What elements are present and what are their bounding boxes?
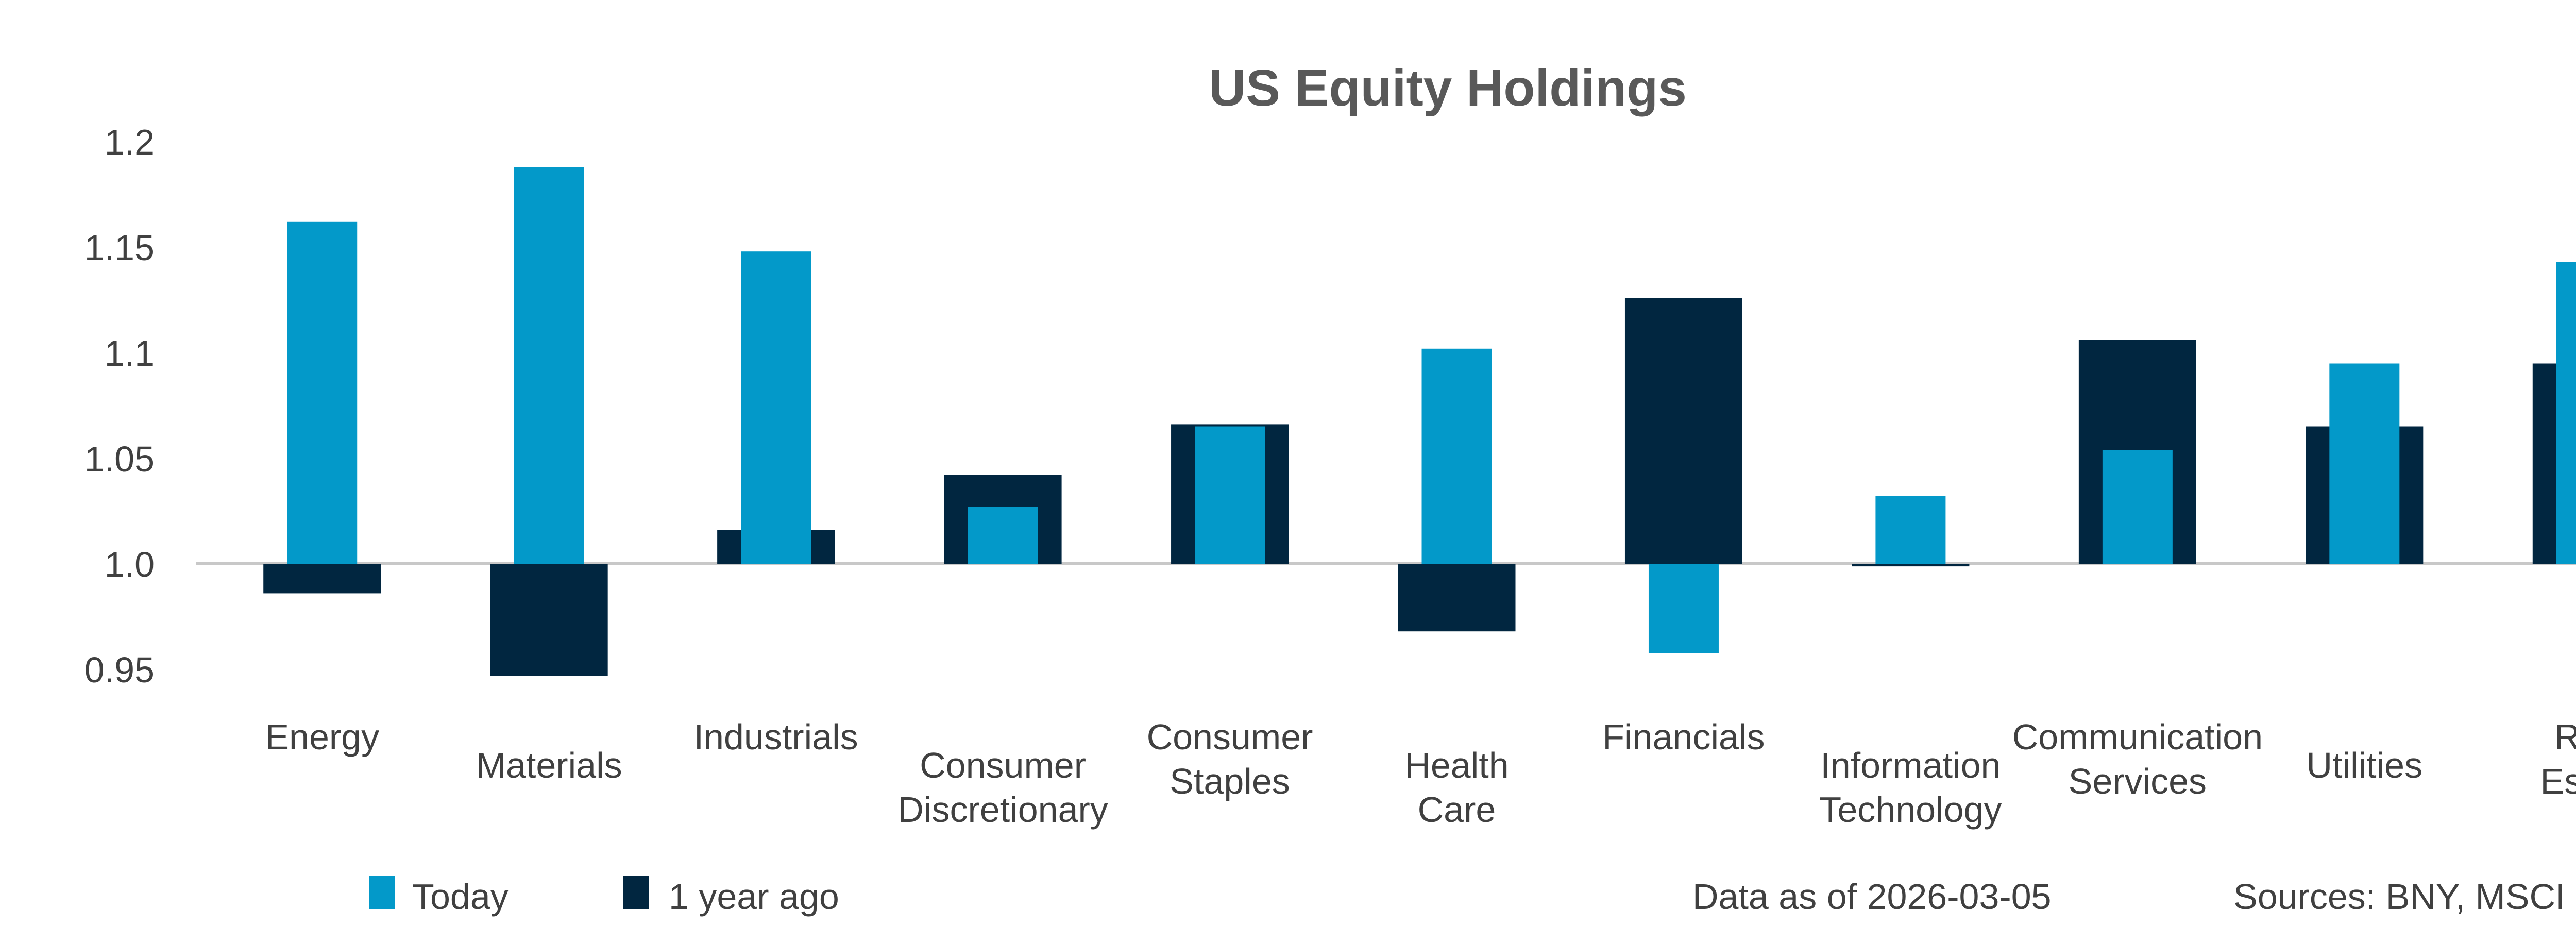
y-tick-label: 1.0 — [105, 544, 155, 585]
y-axis: 1.2 1.15 1.1 1.05 1.0 0.95 — [84, 122, 155, 690]
bar-today-information-technology — [1875, 496, 1946, 564]
category-label: Staples — [1170, 761, 1290, 801]
bar-today-health-care — [1421, 348, 1492, 564]
category-label: Utilities — [2307, 745, 2423, 785]
y-tick-label: 0.95 — [84, 650, 155, 690]
category-label: Consumer — [920, 745, 1086, 785]
bar-today-communication-services — [2102, 450, 2173, 564]
bar-1-year-ago-energy — [263, 564, 381, 594]
category-label: Real — [2554, 717, 2576, 757]
bar-today-consumer-discretionary — [968, 507, 1038, 564]
legend-swatch-today — [369, 876, 395, 909]
bar-today-materials — [514, 167, 584, 564]
bar-today-energy — [287, 221, 358, 564]
bar-today-utilities — [2329, 363, 2400, 564]
category-label: Materials — [476, 745, 622, 785]
y-tick-label: 1.05 — [84, 439, 155, 479]
legend-label-today: Today — [412, 877, 509, 917]
x-axis-labels: EnergyMaterialsIndustrialsConsumerDiscre… — [265, 717, 2576, 830]
category-label: Estate — [2540, 761, 2576, 801]
category-label: Care — [1418, 789, 1496, 830]
bar-today-financials — [1648, 564, 1719, 653]
category-label: Communication — [2012, 717, 2263, 757]
bar-1-year-ago-materials — [490, 564, 608, 676]
y-tick-label: 1.2 — [105, 122, 155, 162]
legend-swatch-1-year-ago — [623, 876, 649, 909]
bars-1-year-ago — [263, 298, 2576, 676]
category-label: Technology — [1819, 789, 2002, 830]
data-date-note: Data as of 2026-03-05 — [1692, 877, 2052, 917]
category-label: Health — [1404, 745, 1509, 785]
bar-today-real-estate — [2556, 262, 2576, 564]
category-label: Discretionary — [897, 789, 1108, 830]
bars-today — [287, 167, 2576, 653]
y-tick-label: 1.1 — [105, 333, 155, 373]
bar-today-consumer-staples — [1195, 426, 1265, 564]
legend-label-1-year-ago: 1 year ago — [669, 877, 839, 917]
category-label: Energy — [265, 717, 379, 757]
category-label: Industrials — [694, 717, 858, 757]
category-label: Services — [2069, 761, 2207, 801]
category-label: Financials — [1602, 717, 1765, 757]
bar-today-industrials — [741, 251, 811, 564]
legend: Today 1 year ago — [369, 876, 839, 917]
y-tick-label: 1.15 — [84, 228, 155, 268]
category-label: Consumer — [1147, 717, 1313, 757]
bar-1-year-ago-health-care — [1398, 564, 1516, 632]
sources-note: Sources: BNY, MSCI — [2233, 877, 2566, 917]
chart-title: US Equity Holdings — [1209, 59, 1687, 117]
bar-1-year-ago-financials — [1624, 298, 1742, 564]
bar-1-year-ago-information-technology — [1852, 564, 1970, 566]
category-label: Information — [1820, 745, 2001, 785]
